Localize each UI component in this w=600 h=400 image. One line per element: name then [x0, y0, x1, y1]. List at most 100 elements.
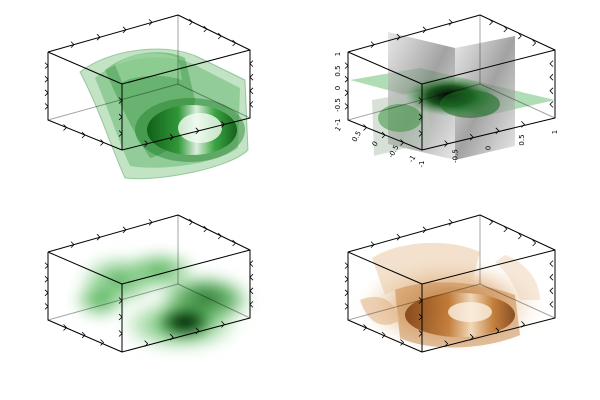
tick-mark	[521, 321, 525, 328]
tick-mark	[422, 26, 427, 34]
tick-mark	[517, 232, 522, 240]
tick-mark	[549, 60, 554, 67]
tick-mark	[344, 275, 349, 283]
tick-mark	[189, 18, 193, 26]
tick-mark	[444, 140, 449, 147]
panel-bottom-right-copper	[347, 214, 556, 353]
tick-mark	[148, 219, 153, 226]
tick-marks	[44, 18, 554, 347]
tick-mark	[63, 124, 68, 131]
tick-mark	[249, 73, 254, 81]
y-tick-label: 0	[371, 140, 380, 148]
bounding-box	[47, 214, 251, 353]
tick-mark	[195, 127, 200, 135]
tick-mark	[169, 333, 174, 341]
tick-mark	[221, 121, 225, 128]
tick-mark	[495, 127, 500, 135]
tick-mark	[549, 101, 554, 108]
density-cloud	[70, 248, 255, 355]
tick-mark	[517, 32, 522, 40]
tick-mark	[81, 131, 86, 139]
tick-mark	[217, 32, 222, 40]
panel-bottom-left-cloud	[47, 214, 255, 355]
tick-mark	[249, 287, 254, 295]
tick-mark	[249, 101, 254, 108]
tick-mark	[118, 330, 123, 337]
tick-mark	[44, 262, 49, 269]
tick-mark	[232, 39, 237, 47]
tick-mark	[503, 225, 508, 233]
tick-mark	[249, 260, 254, 267]
tick-mark	[249, 301, 254, 308]
y-tick-label: -1	[407, 154, 417, 164]
tick-mark	[532, 239, 537, 247]
tick-mark	[189, 218, 193, 226]
tick-mark	[96, 233, 101, 241]
tick-mark	[221, 321, 225, 328]
tick-mark	[363, 124, 368, 131]
tick-mark	[70, 41, 75, 48]
tick-mark	[144, 340, 149, 347]
x-tick-label: 0.5	[518, 134, 526, 145]
tick-mark	[44, 275, 49, 283]
tick-mark	[217, 232, 222, 240]
tick-mark	[370, 41, 375, 48]
tick-mark	[203, 25, 208, 33]
tick-mark	[249, 87, 254, 95]
tick-mark	[418, 297, 423, 304]
tick-mark	[118, 297, 123, 304]
tick-mark	[489, 18, 493, 26]
tick-mark	[363, 324, 368, 331]
tick-mark	[549, 301, 554, 308]
tick-mark	[489, 218, 493, 226]
z-tick-label: -1	[334, 119, 342, 126]
tick-mark	[549, 287, 554, 295]
tick-mark	[370, 241, 375, 248]
x-tick-label: -1	[418, 161, 426, 168]
y-tick-label: 1	[334, 125, 343, 133]
tick-mark	[118, 97, 123, 104]
tick-mark	[381, 131, 386, 139]
x-tick-label: -0.5	[451, 149, 459, 163]
tick-mark	[549, 260, 554, 267]
y-tick-label: 0.5	[351, 130, 363, 144]
tick-mark	[381, 331, 386, 339]
x-tick-label: 0	[485, 146, 493, 150]
tick-mark	[44, 62, 49, 69]
tick-mark	[400, 139, 405, 146]
tick-mark	[195, 327, 200, 335]
tick-mark	[100, 139, 105, 146]
tick-mark	[70, 241, 75, 248]
panel-top-left-isosurface	[47, 14, 251, 180]
tick-mark	[422, 226, 427, 234]
tick-mark	[249, 60, 254, 67]
z-tick-label: -0.5	[334, 98, 342, 112]
tick-mark	[232, 239, 237, 247]
tick-mark	[549, 73, 554, 81]
tick-mark	[532, 39, 537, 47]
tick-mark	[44, 75, 49, 83]
tick-mark	[118, 113, 123, 121]
tick-mark	[448, 19, 453, 26]
tick-mark	[469, 133, 474, 141]
tick-mark	[344, 289, 349, 297]
tick-mark	[418, 330, 423, 337]
tick-mark	[396, 233, 401, 241]
tick-mark	[418, 97, 423, 104]
z-tick-label: 0.5	[334, 65, 342, 76]
tick-mark	[249, 273, 254, 281]
tick-mark	[396, 33, 401, 41]
tick-mark	[118, 313, 123, 321]
x-tick-label: 1	[551, 130, 559, 134]
tick-mark	[344, 75, 349, 83]
tick-mark	[549, 273, 554, 281]
tick-mark	[469, 333, 474, 341]
tick-mark	[44, 103, 49, 110]
slice-planes	[350, 32, 555, 160]
tick-mark	[344, 303, 349, 310]
isosurface-volume	[355, 242, 545, 353]
tick-mark	[81, 331, 86, 339]
tick-mark	[344, 89, 349, 97]
